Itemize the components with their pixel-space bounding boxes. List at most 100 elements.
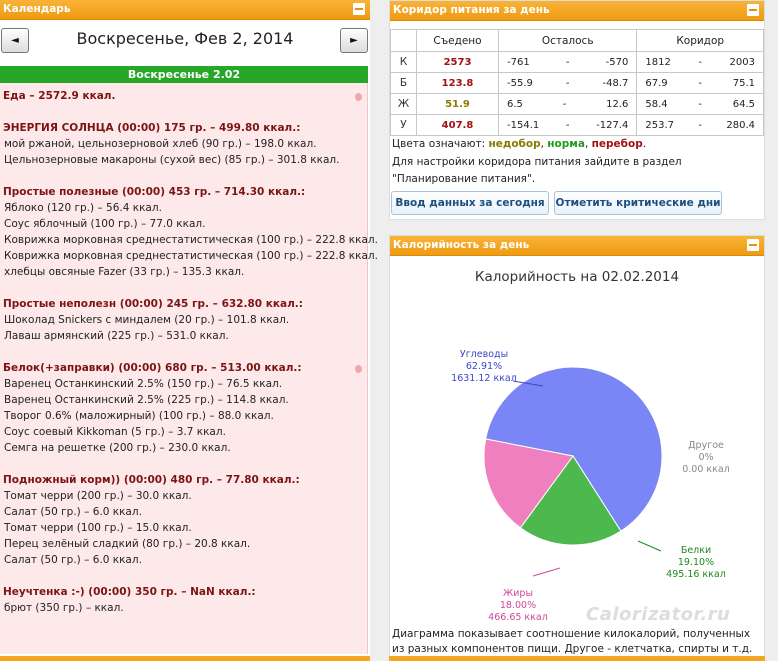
minimize-icon[interactable] [353,3,365,15]
dash: - [698,56,702,68]
food-item: мой ржаной, цельнозерновой хлеб (90 гр.)… [4,138,317,150]
pie-label-value_label: 0.00 ккал [682,464,730,475]
legend-comma: , [584,138,592,150]
row-label: Б [390,72,417,94]
corridor-panel-header: Коридор питания за день [390,1,764,21]
food-item: Перец зелёный сладкий (80 гр.) – 20.8 кк… [4,538,251,550]
remaining-cell: -55.9 - -48.7 [497,72,638,94]
pie-label-percent_label: 0% [698,452,713,463]
day-food-list: Еда – 2572.9 ккал. ЭНЕРГИЯ СОЛНЦА (00:00)… [0,83,378,654]
next-day-button[interactable]: ► [340,28,368,53]
next-panel-header [389,656,765,661]
corridor-cell: 1812 - 2003 [636,51,764,73]
col-eaten: Съедено [416,29,499,52]
meal-group-title: Простые полезные (00:00) 453 гр. – 714.3… [3,186,306,198]
food-item: Коврижка морковная среднестатистическая … [4,250,378,262]
eaten-value: 2573 [416,51,499,73]
table-row: Б 123.8 -55.9 - -48.7 67.9 - 75.1 [390,72,764,94]
dash: - [698,77,702,89]
remaining-cell: -761 - -570 [497,51,638,73]
corridor-table: Съедено Осталось Коридор К 2573 -761 - -570 1… [390,29,764,136]
minimize-icon[interactable] [747,239,759,251]
legend-norm: норма [547,138,585,150]
corridor-panel-title: Коридор питания за день [393,4,550,16]
day-header: Воскресенье 2.02 [0,66,368,83]
pie-slice-0 [485,366,663,532]
row-label: К [390,51,417,73]
meal-group-title: ЭНЕРГИЯ СОЛНЦА (00:00) 175 гр. – 499.80 … [3,122,301,134]
legend-prefix: Цвета означают: [392,138,489,150]
chart-caption: Диаграмма показывает соотношение килокал… [392,628,753,655]
pie-label-connector [637,540,662,552]
next-panel-header [0,656,370,661]
dash: - [565,119,570,131]
corridor-min: 67.9 [645,77,668,89]
calendar-panel-header: Календарь [0,0,370,20]
food-item: хлебцы овсяные Fazer (33 гр.) – 135.3 кк… [4,266,245,278]
meal-group-title: Неучтенка :-) (00:00) 350 гр. – NaN ккал… [3,586,256,598]
col-remaining: Осталось [497,29,638,52]
table-row: У 407.8 -154.1 - -127.4 253.7 - 280.4 [390,114,764,136]
dash: - [562,98,567,110]
corridor-min: 253.7 [645,119,674,131]
dash: - [698,119,702,131]
food-item: Соус яблочный (100 гр.) – 77.0 ккал. [4,218,206,230]
food-item: Цельнозерновые макароны (сухой вес) (85 … [4,154,340,166]
remaining-cell: -154.1 - -127.4 [497,114,638,136]
remaining-min: -761 [507,56,530,68]
calories-panel: Калорийность за день Калорийность на 02.… [389,235,765,661]
meal-group-title: Подножный корм)) (00:00) 480 гр. – 77.80… [3,474,300,486]
table-row: Ж 51.9 6.5 - 12.6 58.4 - 64.5 [390,93,764,115]
legend-over: перебор [591,138,643,150]
date-title: Воскресенье, Фев 2, 2014 [76,29,294,48]
nutrition-corridor-panel: Коридор питания за день Съедено Осталось… [389,0,765,220]
remaining-max: -127.4 [596,119,629,131]
eaten-value: 51.9 [416,93,499,115]
date-navigation: ◄ Воскресенье, Фев 2, 2014 ► [0,20,370,66]
minimize-icon[interactable] [747,4,759,16]
corridor-min: 1812 [645,56,671,68]
food-item: Коврижка морковная среднестатистическая … [4,234,378,246]
corridor-cell: 58.4 - 64.5 [636,93,764,115]
pie-label-value_label: 466.65 ккал [488,612,548,623]
pie-label-value_label: 495.16 ккал [666,569,726,580]
food-item: Шоколад Snickers с миндалем (20 гр.) – 1… [4,314,290,326]
food-item: Варенец Останкинский 2.5% (150 гр.) – 76… [4,378,283,390]
meal-group-title: Белок(+заправки) (00:00) 680 гр. – 513.0… [3,362,302,374]
enter-today-button[interactable]: Ввод данных за сегодня [391,191,549,215]
table-row: К 2573 -761 - -570 1812 - 2003 [390,51,764,73]
pie-label-connector [512,380,544,387]
drop-icon[interactable] [355,365,362,373]
pie-label-percent_label: 19.10% [678,557,714,568]
dash: - [565,77,570,89]
remaining-max: 12.6 [606,98,629,110]
mark-critical-days-button[interactable]: Отметить критические дни [554,191,722,215]
pie-label-percent_label: 18.00% [500,600,536,611]
corridor-max: 75.1 [732,77,755,89]
food-item: брют (350 гр.) – ккал. [4,602,124,614]
food-item: Томат черри (100 гр.) – 15.0 ккал. [4,522,192,534]
food-item: Лаваш армянский (225 гр.) – 531.0 ккал. [4,330,229,342]
food-item: Салат (50 гр.) – 6.0 ккал. [4,506,142,518]
prev-day-button[interactable]: ◄ [1,28,29,53]
legend-period: . [642,138,647,150]
pie-label-connector [532,567,561,577]
corridor-max: 64.5 [732,98,755,110]
drop-icon[interactable] [355,93,362,101]
pie-label-name: Жиры [503,588,533,599]
remaining-max: -48.7 [602,77,629,89]
corridor-note-line2: "Планирование питания". [392,173,536,185]
remaining-min: -55.9 [507,77,533,89]
pie-label-value_label: 1631.12 ккал [451,373,517,384]
food-item: Яблоко (120 гр.) – 56.4 ккал. [4,202,162,214]
pie-label-percent_label: 62.91% [466,361,502,372]
eaten-value: 407.8 [416,114,499,136]
food-item: Салат (50 гр.) – 6.0 ккал. [4,554,142,566]
food-item: Соус соевый Kikkoman (5 гр.) – 3.7 ккал. [4,426,226,438]
pie-slice-2 [519,455,622,546]
corridor-max: 280.4 [726,119,755,131]
food-item: Семга на решетке (200 гр.) – 230.0 ккал. [4,442,231,454]
chart-title: Калорийность на 02.02.2014 [474,269,680,285]
dash: - [565,56,570,68]
